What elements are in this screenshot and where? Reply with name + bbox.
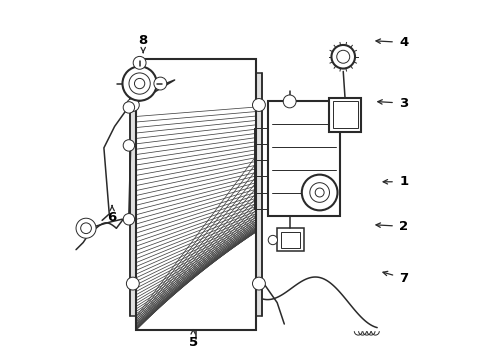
Circle shape <box>315 188 324 197</box>
Circle shape <box>81 223 92 234</box>
Circle shape <box>129 73 150 94</box>
Circle shape <box>252 99 266 111</box>
Text: 1: 1 <box>399 175 409 188</box>
Bar <box>329 98 361 132</box>
Circle shape <box>154 77 167 90</box>
Circle shape <box>126 99 139 111</box>
Text: 8: 8 <box>139 34 148 47</box>
Bar <box>268 102 340 216</box>
Text: 5: 5 <box>189 336 198 349</box>
Circle shape <box>122 66 157 101</box>
Bar <box>136 59 256 330</box>
Circle shape <box>310 183 329 202</box>
Text: 4: 4 <box>399 36 409 49</box>
Text: 7: 7 <box>399 272 409 285</box>
Bar <box>277 228 304 251</box>
Text: 3: 3 <box>399 97 409 110</box>
Circle shape <box>302 175 338 210</box>
Text: 2: 2 <box>399 220 409 233</box>
Bar <box>333 102 358 128</box>
Circle shape <box>331 45 355 68</box>
Circle shape <box>123 140 135 151</box>
Circle shape <box>252 277 266 290</box>
Circle shape <box>123 102 135 113</box>
Circle shape <box>123 213 135 225</box>
Circle shape <box>268 235 277 245</box>
Circle shape <box>134 78 145 89</box>
Bar <box>256 73 262 316</box>
Circle shape <box>126 277 139 290</box>
Bar <box>130 73 136 316</box>
Text: 6: 6 <box>107 211 117 224</box>
Circle shape <box>76 218 96 238</box>
Circle shape <box>283 95 296 108</box>
Circle shape <box>133 57 146 69</box>
Circle shape <box>337 50 350 63</box>
Bar <box>281 232 300 248</box>
Bar <box>136 59 256 330</box>
Bar <box>136 59 256 330</box>
